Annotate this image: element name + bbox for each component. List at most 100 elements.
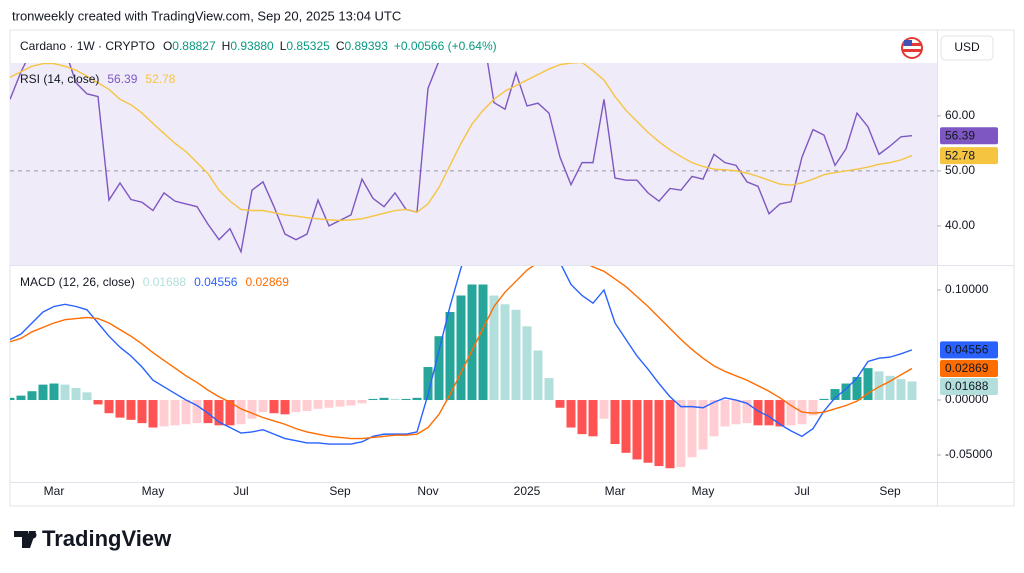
- histogram-bar: [236, 400, 246, 425]
- legend-value: 52.78: [145, 72, 175, 86]
- histogram-bar: [687, 400, 697, 458]
- histogram-bar: [49, 383, 59, 401]
- x-tick-label: Mar: [605, 484, 626, 498]
- histogram-bar: [676, 400, 686, 468]
- histogram-bar: [192, 400, 202, 424]
- histogram-bar: [566, 400, 576, 428]
- histogram-bar: [203, 400, 213, 424]
- ohlc-value: 0.89393: [344, 39, 388, 53]
- histogram-bar: [148, 400, 158, 428]
- x-tick-label: Nov: [417, 484, 438, 498]
- series-line: [10, 63, 913, 222]
- price-badge-label: 0.02869: [945, 361, 989, 375]
- change: +0.00566 (+0.64%): [394, 39, 497, 53]
- currency[interactable]: USD: [954, 40, 980, 54]
- pane-background: [10, 63, 937, 265]
- histogram-bar: [280, 400, 290, 415]
- histogram-bar: [610, 400, 620, 445]
- histogram-bar: [698, 400, 708, 450]
- histogram-bar: [82, 392, 92, 401]
- price-badge: [940, 127, 998, 145]
- histogram-bar: [225, 400, 235, 426]
- currency-button[interactable]: [940, 35, 994, 61]
- histogram-bar: [885, 375, 895, 401]
- legend-value: 0.02869: [245, 275, 289, 289]
- histogram-bar: [709, 400, 719, 437]
- histogram-bar: [247, 400, 257, 419]
- legend-value: 0.01688: [143, 275, 187, 289]
- ohlc-value: 0.88827: [172, 39, 216, 53]
- symbol-legend: Cardano · 1W · CRYPTO O0.88827 H0.93880 L0.…: [20, 39, 497, 53]
- histogram-bar: [324, 400, 334, 408]
- histogram-bar: [115, 400, 125, 418]
- ohlc-key: O: [163, 39, 172, 53]
- plot-area: [10, 63, 937, 255]
- histogram-bar: [302, 400, 312, 412]
- y-tick-label: -0.05000: [945, 447, 993, 461]
- ohlc-key: C: [336, 39, 345, 53]
- x-tick-label: Sep: [329, 484, 351, 498]
- price-badge: [940, 341, 998, 359]
- histogram-bar: [38, 384, 48, 401]
- histogram-bar: [489, 295, 499, 401]
- histogram-bar: [126, 400, 136, 420]
- brand-name: TradingView: [42, 526, 172, 551]
- y-tick-label: 0.10000: [945, 282, 989, 296]
- histogram-bar: [764, 400, 774, 426]
- ohlc-value: 0.93880: [230, 39, 274, 53]
- price-badge-label: 56.39: [945, 128, 975, 142]
- histogram-bar: [368, 398, 378, 401]
- price-badge-label: 0.01688: [945, 379, 989, 393]
- x-tick-label: Jul: [794, 484, 809, 498]
- histogram-bar: [852, 376, 862, 401]
- series-line: [10, 63, 913, 255]
- ohlc-value: 0.85325: [286, 39, 330, 53]
- histogram-bar: [412, 397, 422, 401]
- flag-icon: [901, 37, 923, 59]
- histogram-bar: [621, 400, 631, 453]
- plot-area: [10, 266, 917, 469]
- histogram-bar: [841, 383, 851, 401]
- histogram-bar: [313, 400, 323, 409]
- histogram-bar: [742, 400, 752, 424]
- frame: [9, 29, 1015, 507]
- pane-title: RSI (14, close): [20, 72, 99, 86]
- histogram-bar: [291, 400, 301, 413]
- histogram-bar: [104, 400, 114, 414]
- pane-title: MACD (12, 26, close): [20, 275, 135, 289]
- histogram-bar: [357, 400, 367, 404]
- histogram-bar: [60, 384, 70, 401]
- histogram-bar: [16, 395, 26, 401]
- y-tick-label: 50.00: [945, 163, 975, 177]
- histogram-bar: [720, 400, 730, 427]
- histogram-bar: [379, 397, 389, 401]
- histogram-bar: [555, 400, 565, 408]
- attribution: tronweekly created with TradingView.com,…: [12, 8, 401, 23]
- histogram-bar: [500, 304, 510, 401]
- price-badge: [940, 359, 998, 377]
- histogram-bar: [137, 400, 147, 424]
- histogram-bar: [731, 400, 741, 425]
- histogram-bar: [577, 400, 587, 435]
- histogram-bar: [159, 400, 169, 427]
- histogram-bar: [775, 400, 785, 427]
- histogram-bar: [665, 400, 675, 469]
- histogram-bar: [170, 400, 180, 426]
- histogram-bar: [390, 398, 400, 401]
- histogram-bar: [401, 398, 411, 401]
- legend-value: 0.04556: [194, 275, 238, 289]
- legend-value: 56.39: [107, 72, 137, 86]
- histogram-bar: [786, 400, 796, 426]
- ohlc-key: L: [280, 39, 287, 53]
- histogram-bar: [522, 326, 532, 401]
- histogram-bar: [819, 398, 829, 401]
- y-tick-label: 0.00000: [945, 392, 989, 406]
- histogram-bar: [643, 400, 653, 463]
- x-tick-label: May: [142, 484, 165, 498]
- histogram-bar: [445, 311, 455, 401]
- y-tick-label: 40.00: [945, 218, 975, 232]
- histogram-bar: [478, 284, 488, 401]
- histogram-bar: [71, 387, 81, 401]
- histogram-bar: [346, 400, 356, 406]
